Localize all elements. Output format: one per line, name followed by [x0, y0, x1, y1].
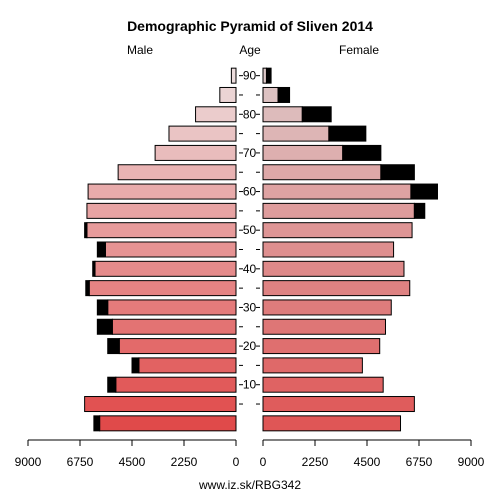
male-bar-10-14 [115, 376, 237, 393]
male-excess-bar-40-44 [92, 260, 96, 277]
female-bar-15-19 [262, 357, 363, 374]
female-x-tick-label-6750: 6750 [406, 455, 433, 469]
age-tick-label-60: 60 [243, 185, 257, 199]
female-excess-bar-55-59 [413, 202, 426, 219]
female-label: Female [339, 43, 379, 57]
male-x-tick-label-0: 0 [233, 455, 240, 469]
male-excess-bar-30-34 [96, 299, 109, 316]
male-bar-75-79 [168, 125, 237, 142]
male-excess-bar-25-29 [96, 318, 113, 335]
female-excess-bar-65-69 [380, 164, 415, 181]
age-tick-label-80: 80 [243, 107, 257, 121]
male-bar-15-19 [138, 357, 237, 374]
male-bar-90+ [230, 67, 237, 84]
age-tick-label-40: 40 [243, 262, 257, 276]
female-bar-50-54 [262, 222, 413, 239]
female-x-tick-label-9000: 9000 [458, 455, 485, 469]
male-bar-85-89 [219, 86, 237, 103]
male-bar-25-29 [111, 318, 237, 335]
male-bar-60-64 [87, 183, 237, 200]
female-bar-5-9 [262, 396, 415, 413]
female-bar-55-59 [262, 202, 415, 219]
female-bar-65-69 [262, 164, 382, 181]
female-bar-80-84 [262, 106, 303, 123]
male-excess-bar-35-39 [85, 280, 90, 297]
male-excess-bar-50-54 [84, 222, 88, 239]
male-bar-20-24 [118, 338, 237, 355]
male-x-tick-label-4500: 4500 [119, 455, 146, 469]
male-excess-bar-10-14 [107, 376, 117, 393]
male-x-tick-label-2250: 2250 [171, 455, 198, 469]
age-tick-label-90: 90 [243, 69, 257, 83]
male-bar-40-44 [94, 260, 237, 277]
female-excess-bar-85-89 [277, 86, 291, 103]
female-bar-45-49 [262, 241, 395, 258]
male-x-tick-label-6750: 6750 [67, 455, 94, 469]
female-bar-20-24 [262, 338, 381, 355]
female-bar-35-39 [262, 280, 411, 297]
male-bar-35-39 [88, 280, 237, 297]
female-excess-bar-70-74 [342, 144, 382, 161]
female-excess-bar-80-84 [301, 106, 332, 123]
male-bar-45-49 [104, 241, 237, 258]
age-tick-label-70: 70 [243, 146, 257, 160]
male-bar-80-84 [195, 106, 237, 123]
male-excess-bar-15-19 [131, 357, 140, 374]
female-excess-bar-75-79 [328, 125, 367, 142]
male-bar-50-54 [86, 222, 237, 239]
female-bar-25-29 [262, 318, 386, 335]
male-excess-bar-20-24 [107, 338, 120, 355]
age-tick-label-50: 50 [243, 223, 257, 237]
chart-title: Demographic Pyramid of Sliven 2014 [127, 18, 373, 34]
male-bar-5-9 [84, 396, 237, 413]
footer-url: www.iz.sk/RBG342 [198, 478, 301, 492]
female-bar-90+ [262, 67, 267, 84]
female-x-tick-label-0: 0 [260, 455, 267, 469]
female-bar-40-44 [262, 260, 405, 277]
female-excess-bar-60-64 [410, 183, 438, 200]
female-bar-0-4 [262, 415, 402, 432]
male-bar-70-74 [154, 144, 237, 161]
male-bar-55-59 [86, 202, 237, 219]
female-bar-85-89 [262, 86, 279, 103]
male-bar-65-69 [117, 164, 237, 181]
female-excess-bar-90+ [265, 67, 272, 84]
female-x-tick-label-4500: 4500 [354, 455, 381, 469]
axes-layer: 0 0 2250 2250 4500 4500 6750 6750 9000 9000 10 20 30… [15, 69, 485, 469]
age-tick-label-30: 30 [243, 300, 257, 314]
female-x-tick-label-2250: 2250 [302, 455, 329, 469]
female-bar-70-74 [262, 144, 344, 161]
male-x-tick-label-9000: 9000 [15, 455, 42, 469]
age-tick-label-10: 10 [243, 378, 257, 392]
male-excess-bar-45-49 [96, 241, 106, 258]
male-excess-bar-0-4 [93, 415, 101, 432]
female-bar-75-79 [262, 125, 330, 142]
female-bar-60-64 [262, 183, 412, 200]
male-bar-0-4 [99, 415, 237, 432]
age-label: Age [239, 43, 261, 57]
female-bar-10-14 [262, 376, 384, 393]
male-label: Male [127, 43, 153, 57]
female-bar-30-34 [262, 299, 392, 316]
bars-layer [84, 67, 438, 432]
age-tick-label-20: 20 [243, 339, 257, 353]
male-bar-30-34 [107, 299, 237, 316]
